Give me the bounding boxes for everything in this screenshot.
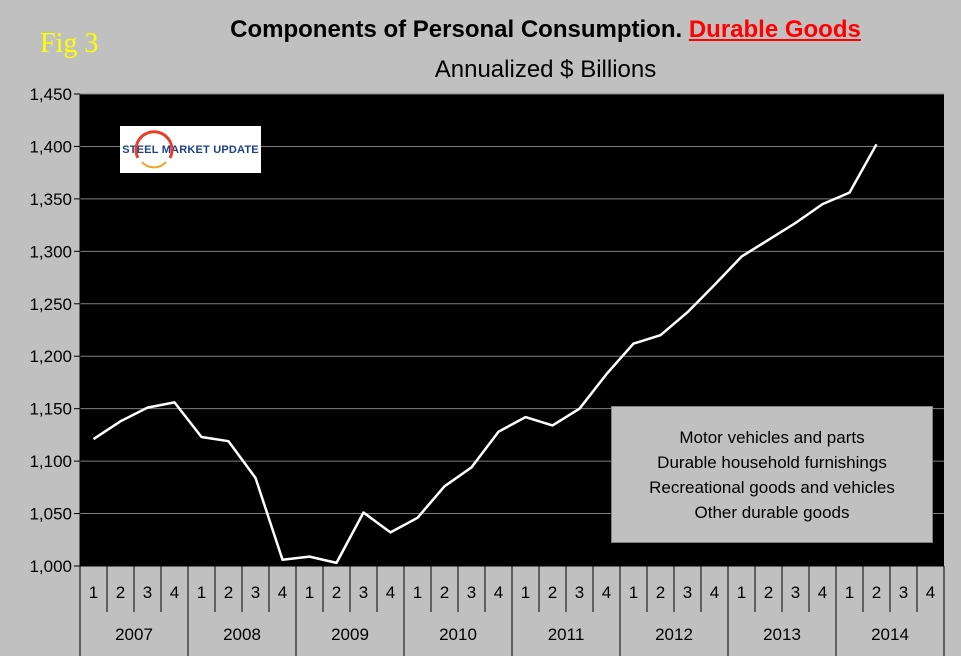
x-tick-label: 1 — [737, 583, 746, 602]
x-tick-label: 2 — [764, 583, 773, 602]
x-year-label: 2014 — [871, 625, 909, 644]
x-tick-label: 2 — [332, 583, 341, 602]
legend-item: Motor vehicles and parts — [679, 427, 865, 447]
x-tick-label: 1 — [845, 583, 854, 602]
logo-text: STEEL MARKET UPDATE — [122, 143, 259, 156]
x-tick-label: 1 — [521, 583, 530, 602]
x-tick-label: 2 — [116, 583, 125, 602]
chart-title: Components of Personal Consumption. Dura… — [0, 16, 961, 44]
figure-label: Fig 3 — [40, 28, 99, 59]
x-year-label: 2013 — [763, 625, 801, 644]
y-tick-label: 1,250 — [29, 295, 72, 314]
x-tick-label: 4 — [818, 583, 827, 602]
x-tick-label: 1 — [413, 583, 422, 602]
x-tick-label: 4 — [170, 583, 179, 602]
title-highlight: Durable Goods — [688, 16, 861, 43]
series-group — [92, 143, 878, 565]
x-tick-label: 2 — [656, 583, 665, 602]
x-year-label: 2007 — [115, 625, 153, 644]
x-tick-label: 3 — [467, 583, 476, 602]
chart-subtitle: Annualized $ Billions — [434, 56, 657, 83]
x-year-label: 2008 — [223, 625, 261, 644]
x-tick-label: 2 — [440, 583, 449, 602]
x-tick-label: 2 — [224, 583, 233, 602]
x-tick-label: 4 — [494, 583, 503, 602]
series-line — [92, 143, 878, 565]
y-tick-label: 1,350 — [29, 190, 72, 209]
y-tick-label: 1,000 — [29, 557, 72, 576]
legend-item: Other durable goods — [694, 502, 850, 522]
x-tick-label: 3 — [899, 583, 908, 602]
title-main: Components of Personal Consumption. — [230, 16, 683, 43]
x-tick-label: 3 — [791, 583, 800, 602]
x-tick-label: 3 — [143, 583, 152, 602]
x-tick-label: 4 — [710, 583, 719, 602]
y-tick-label: 1,300 — [29, 242, 72, 261]
x-tick-label: 4 — [386, 583, 395, 602]
x-tick-label: 3 — [683, 583, 692, 602]
logo-swoosh-icon — [134, 130, 174, 169]
y-tick-label: 1,200 — [29, 347, 72, 366]
x-tick-label: 2 — [548, 583, 557, 602]
x-tick-label: 4 — [602, 583, 611, 602]
x-tick-label: 2 — [872, 583, 881, 602]
y-tick-label: 1,450 — [29, 85, 72, 104]
legend-item: Durable household furnishings — [657, 452, 887, 472]
x-tick-label: 3 — [251, 583, 260, 602]
x-year-label: 2012 — [655, 625, 693, 644]
x-tick-label: 1 — [197, 583, 206, 602]
y-tick-label: 1,400 — [29, 137, 72, 156]
x-tick-label: 1 — [305, 583, 314, 602]
x-tick-label: 4 — [926, 583, 935, 602]
x-tick-label: 1 — [89, 583, 98, 602]
x-year-label: 2010 — [439, 625, 477, 644]
x-tick-label: 4 — [278, 583, 287, 602]
y-tick-label: 1,150 — [29, 400, 72, 419]
x-year-label: 2009 — [331, 625, 369, 644]
y-tick-label: 1,050 — [29, 505, 72, 524]
legend: Motor vehicles and parts Durable househo… — [611, 406, 933, 543]
x-tick-label: 1 — [629, 583, 638, 602]
y-axis: 1,000 1,050 1,100 1,150 1,200 1,250 1,300 1,350… — [29, 85, 81, 576]
x-tick-label: 3 — [575, 583, 584, 602]
legend-item: Recreational goods and vehicles — [649, 477, 895, 497]
x-year-label: 2011 — [548, 625, 585, 644]
x-tick-label: 3 — [359, 583, 368, 602]
y-tick-label: 1,100 — [29, 452, 72, 471]
